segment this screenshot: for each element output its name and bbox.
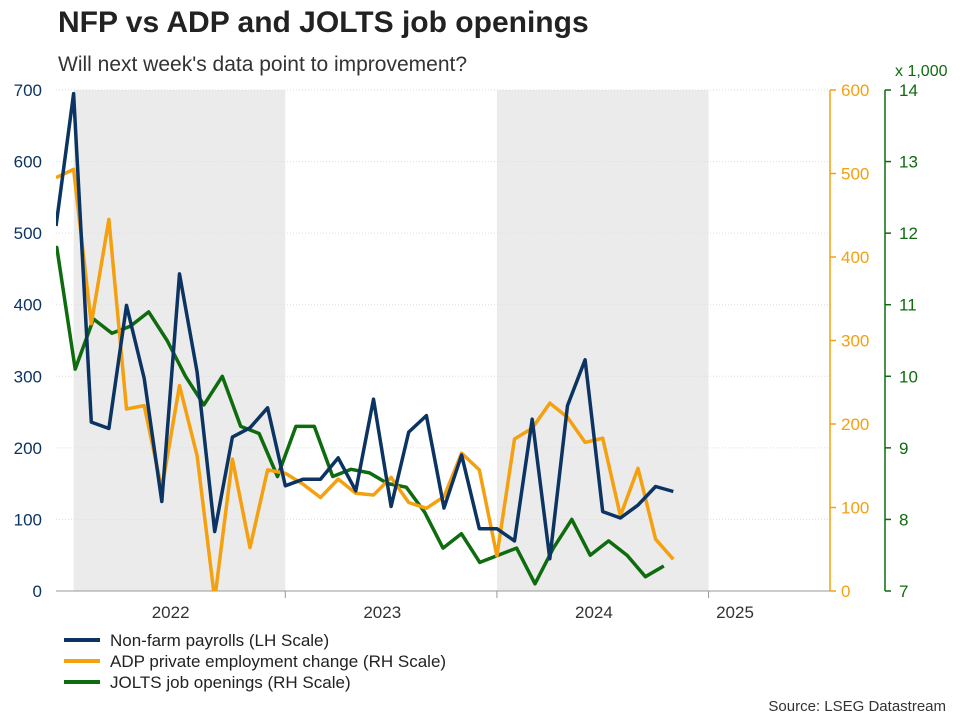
series-line-jolts (56, 245, 665, 586)
y-right-jolts-tick-label: 11 (899, 296, 917, 315)
y-right-jolts-tick-label: 12 (899, 224, 918, 243)
y-right-adp-tick-label: 600 (841, 81, 869, 100)
y-right-adp-tick-label: 300 (841, 332, 869, 351)
y-left-tick-label: 600 (14, 153, 42, 172)
y-right-jolts-tick-label: 8 (899, 510, 908, 529)
legend-label-nfp: Non-farm payrolls (LH Scale) (110, 631, 329, 650)
legend-label-jolts: JOLTS job openings (RH Scale) (110, 673, 351, 692)
y-right-jolts-tick-label: 13 (899, 153, 918, 172)
x-tick-label: 2023 (363, 603, 401, 622)
source-note: Source: LSEG Datastream (768, 698, 946, 715)
y-right-adp-tick-label: 400 (841, 248, 869, 267)
y-left-tick-label: 300 (14, 367, 42, 386)
y-right-jolts-tick-label: 7 (899, 582, 908, 601)
year-band (496, 90, 709, 591)
y-left-tick-label: 700 (14, 81, 42, 100)
legend: Non-farm payrolls (LH Scale) ADP private … (64, 631, 446, 692)
series-lines (56, 91, 675, 591)
x-tick-label: 2024 (575, 603, 613, 622)
y-left-tick-label: 500 (14, 224, 42, 243)
x-tick-label: 2022 (152, 603, 190, 622)
chart-title: NFP vs ADP and JOLTS job openings (58, 6, 589, 39)
y-right-adp-tick-label: 0 (841, 582, 850, 601)
y-right-jolts-tick-label: 10 (899, 367, 918, 386)
chart-subtitle: Will next week's data point to improveme… (58, 53, 468, 76)
y-right-adp-tick-label: 100 (841, 499, 869, 518)
y-left-tick-label: 400 (14, 296, 42, 315)
y-right-jolts-unit: x 1,000 (895, 63, 948, 80)
y-left-tick-label: 0 (33, 582, 42, 601)
y-right-jolts-tick-label: 9 (899, 439, 908, 458)
y-right-jolts-tick-label: 14 (899, 81, 918, 100)
y-left-tick-label: 100 (14, 510, 42, 529)
legend-label-adp: ADP private employment change (RH Scale) (110, 652, 446, 671)
y-right-adp-tick-label: 200 (841, 415, 869, 434)
series-line-nfp (56, 91, 674, 561)
y-right-adp-tick-label: 500 (841, 165, 869, 184)
axes: 2022 2023 2024 2025 0 100 200 300 400 500 600 700 0 1… (14, 63, 948, 622)
shaded-years (73, 90, 709, 591)
year-band (73, 90, 286, 591)
y-left-tick-label: 200 (14, 439, 42, 458)
x-tick-label: 2025 (716, 603, 754, 622)
